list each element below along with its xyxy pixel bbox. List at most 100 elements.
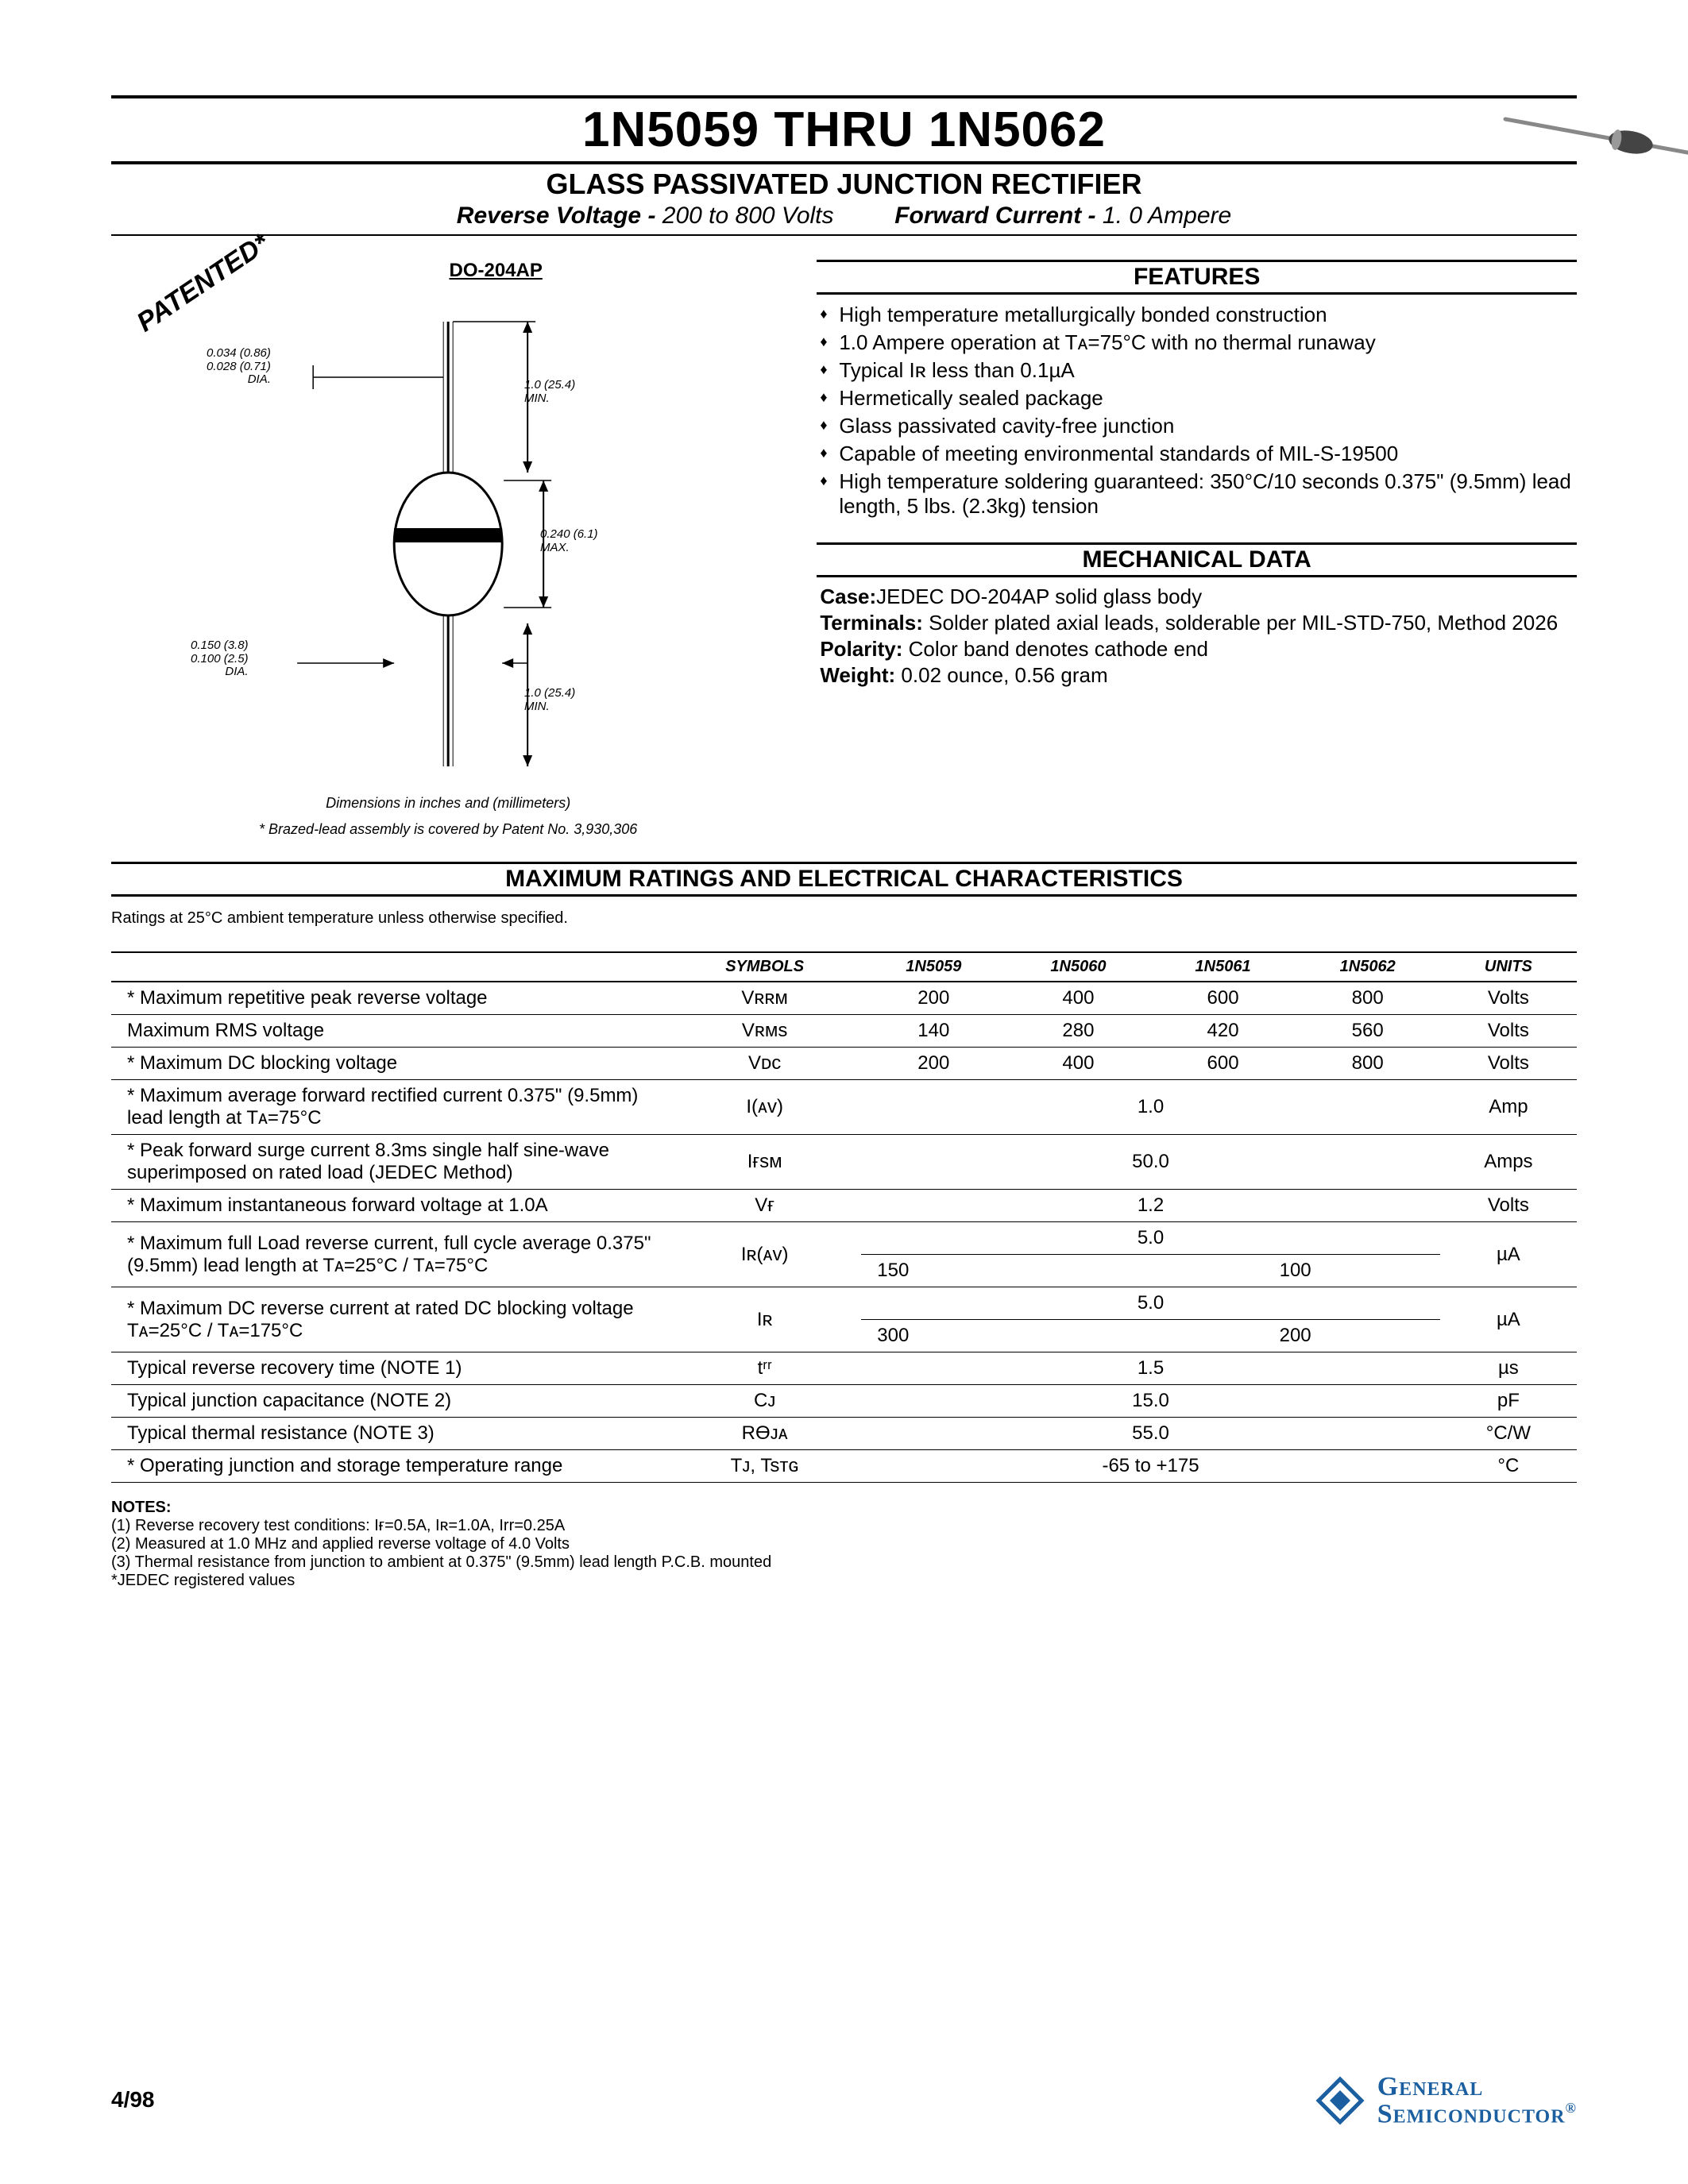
table-header [111, 952, 668, 982]
table-cell: Amps [1440, 1135, 1577, 1190]
case-label: Case: [820, 585, 876, 608]
table-cell: Volts [1440, 1015, 1577, 1048]
table-cell: Maximum RMS voltage [111, 1015, 668, 1048]
table-header: 1N5062 [1296, 952, 1440, 982]
dim-lead-len-top: 1.0 (25.4) MIN. [524, 379, 575, 405]
table-cell: Amp [1440, 1080, 1577, 1135]
note-item: (1) Reverse recovery test conditions: Iғ… [111, 1517, 1577, 1535]
table-cell: 50.0 [861, 1135, 1440, 1190]
company-logo: General Semiconductor® [1312, 2073, 1577, 2128]
feature-item: High temperature soldering guaranteed: 3… [820, 468, 1574, 520]
diode-image [1497, 103, 1688, 175]
table-cell: °C [1440, 1450, 1577, 1483]
table-cell: Typical thermal resistance (NOTE 3) [111, 1418, 668, 1450]
table-cell: Iғsᴍ [668, 1135, 861, 1190]
table-cell: Vʀʀᴍ [668, 982, 861, 1015]
footer-date: 4/98 [111, 2087, 155, 2113]
table-cell: 300 [861, 1320, 1150, 1352]
table-cell: * Maximum DC blocking voltage [111, 1048, 668, 1080]
table-header: 1N5060 [1006, 952, 1150, 982]
table-cell: 600 [1151, 1048, 1296, 1080]
features-list: High temperature metallurgically bonded … [817, 295, 1577, 527]
table-cell: 15.0 [861, 1385, 1440, 1418]
table-cell: µs [1440, 1352, 1577, 1385]
spec-line: Reverse Voltage - 200 to 800 Volts Forwa… [111, 203, 1577, 234]
polarity-label: Polarity: [820, 637, 902, 661]
table-header: 1N5061 [1151, 952, 1296, 982]
fwd-current-value: 1. 0 Ampere [1103, 203, 1231, 229]
weight-value: 0.02 ounce, 0.56 gram [901, 663, 1107, 687]
table-cell: -65 to +175 [861, 1450, 1440, 1483]
ratings-condition: Ratings at 25°C ambient temperature unle… [111, 909, 1577, 928]
dim-lead-len-bot: 1.0 (25.4) MIN. [524, 687, 575, 713]
table-cell: Volts [1440, 982, 1577, 1015]
patent-note: * Brazed-lead assembly is covered by Pat… [111, 821, 785, 838]
table-cell: Cᴊ [668, 1385, 861, 1418]
package-label: DO-204AP [207, 260, 785, 282]
table-cell: 1.0 [861, 1080, 1440, 1135]
table-cell: 560 [1296, 1015, 1440, 1048]
table-cell: 100 [1151, 1255, 1440, 1287]
polarity-value: Color band denotes cathode end [909, 637, 1208, 661]
table-cell: 400 [1006, 1048, 1150, 1080]
table-cell: * Peak forward surge current 8.3ms singl… [111, 1135, 668, 1190]
note-item: (2) Measured at 1.0 MHz and applied reve… [111, 1535, 1577, 1553]
mechanical-heading: MECHANICAL DATA [817, 542, 1577, 577]
mechanical-data: Case:JEDEC DO-204AP solid glass body Ter… [817, 577, 1577, 695]
table-cell: 600 [1151, 982, 1296, 1015]
table-cell: 5.0 [861, 1287, 1440, 1320]
table-cell: 5.0 [861, 1222, 1440, 1255]
package-diagram: 0.034 (0.86) 0.028 (0.71) DIA. 1.0 (25.4… [111, 290, 785, 782]
table-cell: Iʀ(ᴀᴠ) [668, 1222, 861, 1287]
feature-item: 1.0 Ampere operation at Tᴀ=75°C with no … [820, 329, 1574, 357]
rev-voltage-value: 200 to 800 Volts [662, 203, 834, 229]
table-cell: I(ᴀᴠ) [668, 1080, 861, 1135]
terminals-label: Terminals: [820, 611, 923, 635]
terminals-value: Solder plated axial leads, solderable pe… [929, 611, 1558, 635]
feature-item: High temperature metallurgically bonded … [820, 301, 1574, 329]
table-cell: µA [1440, 1222, 1577, 1287]
table-header: UNITS [1440, 952, 1577, 982]
table-cell: Typical reverse recovery time (NOTE 1) [111, 1352, 668, 1385]
dimensions-note: Dimensions in inches and (millimeters) [111, 795, 785, 812]
table-cell: 400 [1006, 982, 1150, 1015]
table-cell: Vᴅᴄ [668, 1048, 861, 1080]
table-cell: 1.5 [861, 1352, 1440, 1385]
table-cell: * Maximum full Load reverse current, ful… [111, 1222, 668, 1287]
notes-heading: NOTES: [111, 1499, 172, 1516]
table-cell: Vғ [668, 1190, 861, 1222]
table-cell: Volts [1440, 1048, 1577, 1080]
page-title: 1N5059 THRU 1N5062 [111, 98, 1577, 161]
table-cell: 55.0 [861, 1418, 1440, 1450]
feature-item: Glass passivated cavity-free junction [820, 412, 1574, 440]
table-cell: tʳʳ [668, 1352, 861, 1385]
table-header: 1N5059 [861, 952, 1006, 982]
table-cell: °C/W [1440, 1418, 1577, 1450]
table-cell: * Maximum repetitive peak reverse voltag… [111, 982, 668, 1015]
table-cell: 200 [861, 1048, 1006, 1080]
table-cell: 150 [861, 1255, 1150, 1287]
page-subtitle: GLASS PASSIVATED JUNCTION RECTIFIER [111, 164, 1577, 203]
ratings-heading: MAXIMUM RATINGS AND ELECTRICAL CHARACTER… [111, 862, 1577, 897]
table-cell: 420 [1151, 1015, 1296, 1048]
table-cell: µA [1440, 1287, 1577, 1352]
case-value: JEDEC DO-204AP solid glass body [876, 585, 1202, 608]
table-cell: * Maximum average forward rectified curr… [111, 1080, 668, 1135]
dim-body-dia: 0.150 (3.8) 0.100 (2.5) DIA. [191, 639, 249, 679]
ratings-table: SYMBOLS1N50591N50601N50611N5062UNITS * M… [111, 951, 1577, 1483]
table-cell: Typical junction capacitance (NOTE 2) [111, 1385, 668, 1418]
logo-line2: Semiconductor® [1377, 2101, 1577, 2128]
table-cell: * Maximum DC reverse current at rated DC… [111, 1287, 668, 1352]
table-cell: 800 [1296, 982, 1440, 1015]
rev-voltage-label: Reverse Voltage - [457, 203, 656, 229]
table-cell: * Maximum instantaneous forward voltage … [111, 1190, 668, 1222]
table-cell: Iʀ [668, 1287, 861, 1352]
dim-lead-dia: 0.034 (0.86) 0.028 (0.71) DIA. [207, 347, 271, 387]
table-cell: * Operating junction and storage tempera… [111, 1450, 668, 1483]
weight-label: Weight: [820, 663, 895, 687]
table-cell: RӨᴊᴀ [668, 1418, 861, 1450]
table-cell: Vʀᴍs [668, 1015, 861, 1048]
note-item: (3) Thermal resistance from junction to … [111, 1553, 1577, 1572]
features-heading: FEATURES [817, 260, 1577, 295]
notes-block: NOTES: (1) Reverse recovery test conditi… [111, 1499, 1577, 1590]
